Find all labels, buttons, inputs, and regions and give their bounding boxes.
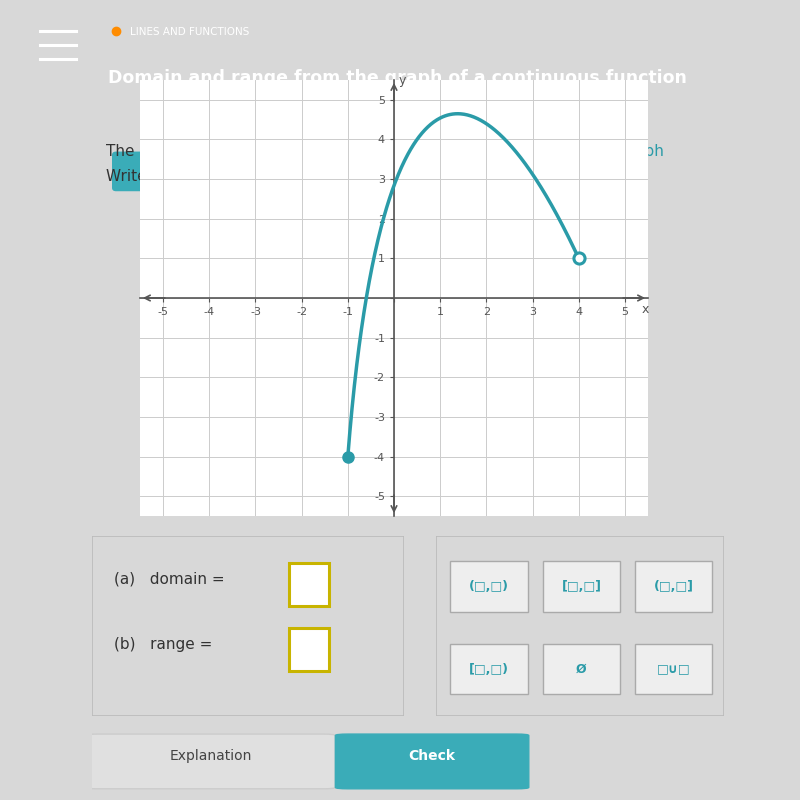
Text: Explanation: Explanation — [170, 750, 252, 763]
FancyBboxPatch shape — [112, 151, 180, 191]
Text: Write the: Write the — [106, 169, 182, 184]
Text: [□,□]: [□,□] — [562, 580, 602, 593]
Bar — [450, 562, 528, 611]
Text: (□,□): (□,□) — [470, 580, 510, 593]
Text: (□,□]: (□,□] — [654, 580, 694, 593]
Bar — [542, 562, 620, 611]
Text: (a)   domain =: (a) domain = — [114, 572, 230, 586]
Text: Check: Check — [409, 750, 455, 763]
Text: domain: domain — [573, 169, 630, 184]
Text: y: y — [398, 74, 406, 87]
Bar — [289, 563, 329, 606]
FancyBboxPatch shape — [335, 734, 529, 789]
Text: v: v — [141, 165, 150, 178]
FancyBboxPatch shape — [86, 734, 335, 789]
Text: Ø: Ø — [576, 662, 586, 676]
Text: (b)   range =: (b) range = — [114, 637, 217, 651]
Text: graph: graph — [619, 144, 664, 159]
Text: x: x — [642, 303, 650, 316]
Bar — [542, 644, 620, 694]
Bar — [289, 628, 329, 671]
Text: [□,□): [□,□) — [470, 662, 510, 676]
Bar — [634, 562, 713, 611]
Bar — [450, 644, 528, 694]
Text: LINES AND FUNCTIONS: LINES AND FUNCTIONS — [130, 27, 250, 38]
Text: □∪□: □∪□ — [657, 662, 690, 676]
Text: Domain and range from the graph of a continuous function: Domain and range from the graph of a con… — [108, 69, 687, 86]
Text: The entire: The entire — [106, 144, 190, 159]
Bar — [634, 644, 713, 694]
